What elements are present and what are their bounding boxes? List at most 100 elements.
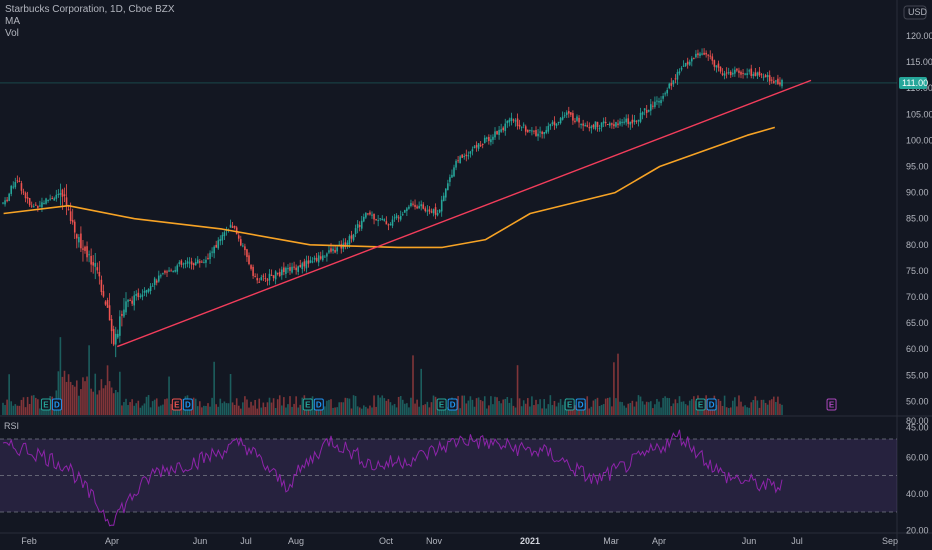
earnings-marker[interactable]: [564, 398, 575, 411]
earnings-marker[interactable]: [436, 398, 447, 411]
volume-bar: [494, 396, 496, 415]
last-price-tag: [899, 76, 927, 89]
candle-body: [586, 125, 589, 127]
candle-body: [570, 112, 572, 115]
candle-body: [215, 244, 217, 248]
earnings-marker[interactable]: [302, 398, 313, 411]
volume-bar: [287, 404, 289, 415]
candle-body: [399, 216, 402, 220]
volume-bar: [557, 402, 560, 415]
volume-bar: [61, 376, 64, 415]
candle-body: [270, 274, 273, 276]
rsi-title: RSI: [4, 421, 19, 431]
volume-bar: [121, 405, 123, 415]
candle-body: [686, 61, 689, 65]
candle-body: [678, 71, 681, 74]
volume-bar: [746, 407, 748, 415]
candle-body: [385, 221, 388, 225]
candle-body: [199, 261, 201, 263]
vol-legend[interactable]: Vol: [5, 28, 19, 39]
volume-bar: [324, 406, 326, 415]
candle-body: [524, 126, 527, 132]
volume-bar: [2, 402, 4, 415]
candle-body: [422, 204, 425, 209]
candle-body: [408, 206, 410, 209]
candle-body: [773, 81, 775, 83]
volume-bar: [297, 407, 299, 415]
time-tick-label: Jun: [742, 536, 757, 546]
volume-bar: [358, 407, 361, 415]
candle-body: [350, 235, 353, 239]
ma-legend[interactable]: MA: [5, 16, 20, 27]
candle-body: [168, 270, 170, 272]
volume-bar: [561, 404, 564, 415]
candle-body: [615, 122, 617, 127]
volume-bar: [117, 392, 119, 415]
candle-body: [315, 257, 318, 262]
currency-label: USD: [908, 7, 928, 17]
candle-body: [594, 121, 597, 130]
volume-bar: [131, 399, 133, 415]
volume-bar: [168, 376, 170, 415]
dividend-marker[interactable]: [182, 398, 193, 411]
earnings-marker[interactable]: [40, 398, 51, 411]
candle-body: [641, 112, 644, 115]
volume-bar: [260, 407, 263, 415]
volume-bar: [153, 399, 156, 415]
trend-line[interactable]: [116, 79, 812, 348]
dividend-marker[interactable]: [313, 398, 324, 411]
dividend-marker[interactable]: [706, 398, 717, 411]
volume-bar: [527, 398, 529, 415]
dividend-marker-label: D: [709, 401, 715, 410]
earnings-marker-label: E: [698, 401, 704, 410]
earnings-marker[interactable]: [171, 398, 182, 411]
volume-bar: [469, 396, 472, 415]
candle-body: [166, 271, 168, 273]
volume-bar: [555, 406, 558, 415]
earnings-marker[interactable]: [695, 398, 706, 411]
currency-badge[interactable]: [903, 5, 927, 20]
candle-body: [231, 226, 234, 228]
volume-bar: [535, 399, 537, 415]
candle-body: [438, 209, 441, 213]
volume-bar: [104, 385, 107, 415]
candle-body: [580, 124, 582, 126]
candle-body: [758, 71, 761, 76]
volume-bar: [174, 408, 176, 415]
volume-bar: [397, 396, 400, 415]
volume-bar: [211, 397, 213, 415]
volume-bar: [729, 407, 732, 415]
volume-bar: [727, 408, 730, 415]
volume-bar: [272, 398, 275, 415]
earnings-marker[interactable]: [826, 398, 837, 411]
volume-bar: [627, 403, 630, 415]
price-tick-label: 95.00: [906, 162, 929, 172]
candle-body: [260, 277, 263, 281]
volume-bar: [285, 407, 287, 415]
symbol-title[interactable]: Starbucks Corporation, 1D, Cboe BZX: [5, 4, 175, 15]
dividend-marker[interactable]: [575, 398, 586, 411]
candle-body: [274, 271, 277, 280]
volume-bar: [428, 407, 431, 415]
volume-bar: [102, 388, 105, 415]
volume-bar: [112, 393, 115, 415]
volume-bar: [488, 405, 490, 415]
candle-body: [734, 69, 736, 74]
candle-body: [373, 213, 375, 220]
candle-body: [543, 132, 545, 135]
volume-bar: [94, 373, 97, 415]
candle-body: [213, 246, 215, 254]
candle-body: [264, 277, 267, 279]
volume-bar: [684, 404, 687, 415]
dividend-marker[interactable]: [51, 398, 62, 411]
price-tick-label: 85.00: [906, 214, 929, 224]
candle-body: [203, 262, 205, 264]
volume-bar: [92, 391, 94, 415]
volume-bar: [719, 400, 722, 415]
dividend-marker[interactable]: [447, 398, 458, 411]
candle-body: [117, 333, 119, 338]
candle-body: [590, 126, 593, 129]
candle-body: [266, 279, 269, 281]
